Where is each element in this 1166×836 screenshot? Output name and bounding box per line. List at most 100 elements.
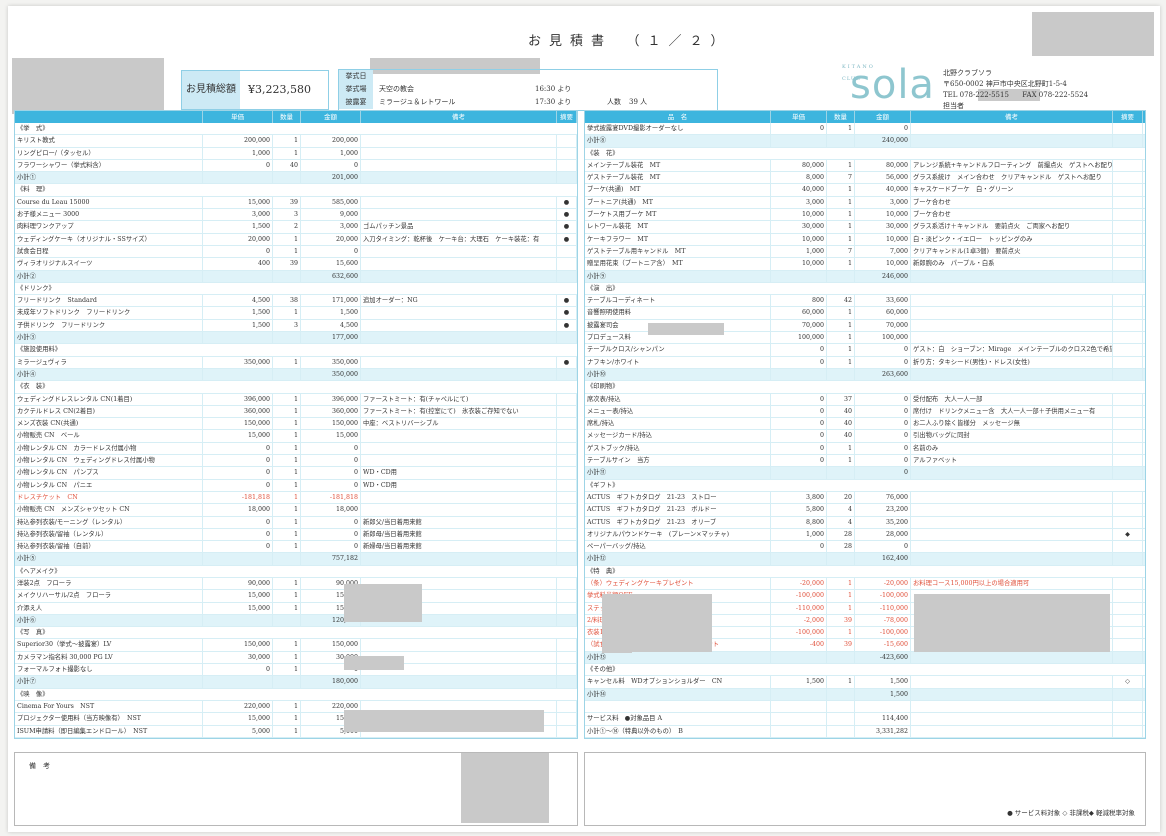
quantity-cell — [273, 553, 301, 565]
item-name-cell: ウェディングドレスレンタル CN(1着目) — [15, 393, 203, 405]
amount-cell: 76,000 — [855, 491, 911, 504]
tax-legend: ● サービス料対象 ◇ 非課税◆ 軽減税率対象 — [1007, 809, 1135, 817]
amount-cell: -181,818 — [301, 491, 361, 504]
section-title: 《衣 装》 — [17, 383, 49, 391]
quantity-cell: 1 — [273, 528, 301, 541]
venue-time: 16:30 より — [535, 85, 572, 93]
reception-label: 披露宴 — [339, 96, 373, 109]
note-cell — [361, 577, 557, 590]
total-value: ¥3,223,580 — [248, 83, 311, 96]
mark-cell — [557, 172, 577, 184]
item-name-cell: 小計⑧ — [585, 135, 771, 147]
amount-cell: 0 — [855, 405, 911, 418]
mark-cell — [1113, 614, 1143, 627]
amount-cell: 9,000 — [301, 209, 361, 221]
amount-cell: 3,331,282 — [855, 725, 911, 737]
note-cell: グラス系活け＋キャンドル 要前点火 ご両家へお配り — [911, 221, 1113, 233]
amount-cell: 0 — [301, 479, 361, 491]
item-name-cell: お子様メニュー 3000 — [15, 209, 203, 221]
amount-cell: 632,600 — [301, 270, 361, 282]
note-cell — [911, 676, 1113, 688]
unit-price-cell — [203, 368, 273, 381]
mark-cell — [1113, 184, 1143, 196]
col-header-name: 品 名 — [585, 111, 771, 123]
mark-cell — [557, 664, 577, 676]
item-name-cell: テーブルサイン 当方 — [585, 455, 771, 467]
unit-price-cell: 0 — [771, 405, 827, 418]
quantity-cell: 40 — [827, 430, 855, 442]
item-name-cell: 持込参列衣装/留袖（自前） — [15, 541, 203, 553]
unit-price-cell — [771, 553, 827, 565]
quantity-cell — [827, 135, 855, 147]
quantity-cell: 1 — [273, 639, 301, 651]
note-cell — [911, 504, 1113, 516]
note-cell: グラス系統け メイン合わせ クリアキャンドル ゲストへお配り — [911, 172, 1113, 184]
quantity-cell: 4 — [827, 504, 855, 516]
left-estimate-table: 単価 数量 金額 備考 摘要 《挙 式》 キリスト教式 200,000 1 200,00… — [14, 110, 578, 739]
line-item-row: ゲストテーブル用キャンドル MT 1,000 7 7,000 クリアキャンドル(1卓3個… — [585, 245, 1145, 259]
quantity-cell: 1 — [273, 405, 301, 418]
item-name-cell: ナフキン/ホワイト — [585, 356, 771, 368]
mark-cell — [1113, 430, 1143, 442]
unit-price-cell: 18,000 — [203, 504, 273, 516]
quantity-cell: 1 — [827, 590, 855, 602]
mark-cell — [1113, 344, 1143, 356]
blank-row — [585, 700, 1145, 714]
section-header-row: 《ドリンク》 — [15, 282, 577, 296]
line-item-row: 音響照明使用料 60,000 1 60,000 — [585, 307, 1145, 320]
amount-cell: 0 — [301, 455, 361, 467]
line-item-row: プロデュース料 100,000 1 100,000 — [585, 332, 1145, 345]
amount-cell: 246,000 — [855, 270, 911, 282]
item-name-cell: ACTUS ギフトカタログ 21-23 ボルドー — [585, 504, 771, 516]
quantity-cell — [827, 725, 855, 737]
item-name-cell: 小物販売 CN メンズシャツセット CN — [15, 504, 203, 516]
unit-price-cell: 350,000 — [203, 356, 273, 368]
note-cell — [911, 368, 1113, 381]
note-cell — [361, 455, 557, 467]
unit-price-cell — [771, 688, 827, 700]
note-cell: 新郎母/当日着用来館 — [361, 528, 557, 541]
estimate-document: お見積書 （１／２） お見積総額 ¥3,223,580 挙式日 挙式場 披露宴 … — [8, 6, 1160, 832]
quantity-cell: 1 — [273, 700, 301, 713]
quantity-cell: 1 — [273, 541, 301, 553]
note-cell — [911, 627, 1113, 639]
unit-price-cell: 15,000 — [203, 196, 273, 209]
note-cell — [911, 713, 1113, 725]
mark-cell: ● — [557, 307, 577, 319]
quantity-cell: 1 — [827, 319, 855, 332]
unit-price-cell: -2,000 — [771, 614, 827, 627]
col-header-amount: 金額 — [301, 111, 361, 123]
unit-price-cell: 1,000 — [203, 147, 273, 159]
mark-cell — [557, 159, 577, 172]
note-cell: 席付け ドリンクメニュー含 大人一人一部＋子供用メニュー有 — [911, 405, 1113, 418]
note-cell: ブーケ合わせ — [911, 209, 1113, 221]
total-label: お見積総額 — [182, 71, 240, 109]
note-cell: 中座：ベストリバーシブル — [361, 418, 557, 430]
note-cell — [361, 491, 557, 504]
quantity-cell — [273, 332, 301, 344]
quantity-cell: 39 — [273, 258, 301, 270]
line-item-row: ペーパーバッグ/持込 0 28 0 — [585, 541, 1145, 554]
mark-cell — [557, 725, 577, 737]
note-cell: 折り方：タキシード(男性)・ドレス(女性) — [911, 356, 1113, 368]
line-item-row: ミラージュヴィラ 350,000 1 350,000 ● — [15, 356, 577, 369]
empty-cell — [585, 700, 771, 713]
line-item-row: ブートニア(共通) MT 3,000 1 3,000 ブーケ合わせ — [585, 196, 1145, 210]
amount-cell: 0 — [301, 541, 361, 553]
line-item-row: メニュー表/持込 0 40 0 席付け ドリンクメニュー含 大人一人一部＋子供用メニュー… — [585, 405, 1145, 419]
line-item-row: 未成年ソフトドリンク フリードリンク 1,500 1 1,500 ● — [15, 307, 577, 320]
amount-cell: 0 — [855, 344, 911, 356]
line-item-row: フォーマルフォト撮影なし010 — [15, 664, 577, 677]
unit-price-cell — [203, 172, 273, 184]
item-name-cell: Cinema For Yours NST — [15, 700, 203, 713]
amount-cell: 10,000 — [855, 258, 911, 270]
note-cell — [361, 664, 557, 676]
subtotal-row: 小計⑭ 1,500 — [585, 688, 1145, 701]
amount-cell: 200,000 — [301, 135, 361, 147]
unit-price-cell: 0 — [771, 393, 827, 405]
line-item-row: Cinema For Yours NST 220,000 1 220,000 — [15, 700, 577, 714]
mark-cell — [1113, 627, 1143, 639]
section-title: 《装 花》 — [587, 149, 619, 157]
col-header-qty: 数量 — [273, 111, 301, 123]
note-cell — [911, 688, 1113, 700]
